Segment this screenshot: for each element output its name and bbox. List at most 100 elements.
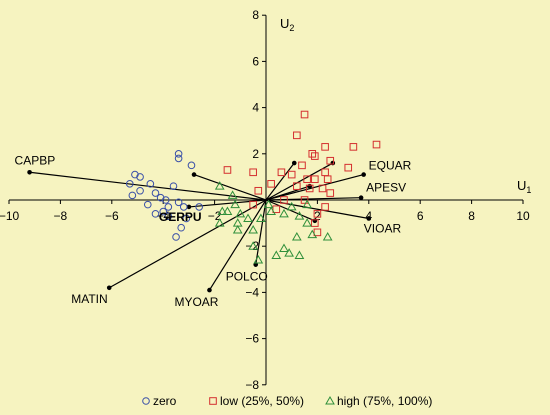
legend-marker-square <box>209 397 217 405</box>
low-point <box>372 140 381 149</box>
low-point <box>313 228 322 237</box>
high-point <box>217 206 228 216</box>
low-point <box>298 161 306 170</box>
zero-point <box>164 203 173 211</box>
high-point <box>248 225 259 234</box>
low-point <box>300 196 309 204</box>
low-point <box>321 168 329 177</box>
low-point <box>280 196 288 204</box>
zero-point <box>136 186 144 195</box>
y-tick-label: −4 <box>245 285 259 299</box>
y-tick-label: −8 <box>245 378 259 392</box>
loading-vector-tip <box>191 172 197 177</box>
x-tick-label: 8 <box>468 209 475 223</box>
high-point <box>255 213 266 222</box>
high-point <box>232 225 243 234</box>
low-point <box>318 184 327 193</box>
vector-label: MYOAR <box>174 295 218 309</box>
loading-vector-line <box>193 174 267 201</box>
data-points <box>125 110 381 264</box>
high-point <box>271 250 282 259</box>
high-point <box>232 218 243 227</box>
high-point <box>294 250 305 259</box>
low-point <box>311 152 319 160</box>
high-point <box>302 199 312 209</box>
zero-point <box>161 196 170 204</box>
high-point <box>279 208 289 218</box>
high-point <box>294 211 305 220</box>
zero-point <box>131 170 139 179</box>
legend-label: zero <box>153 394 177 408</box>
legend: zero low (25%, 50%) high (75%, 100%) <box>142 394 432 408</box>
zero-point <box>182 214 191 223</box>
low-point <box>254 186 263 195</box>
x-tick-label: 2 <box>314 209 321 223</box>
low-point <box>293 182 301 190</box>
low-point <box>313 210 322 218</box>
high-point <box>248 241 259 250</box>
low-point <box>300 110 309 119</box>
high-point <box>302 218 312 227</box>
loading-vectors <box>27 160 372 293</box>
low-point <box>223 166 232 174</box>
y-tick-label: −6 <box>245 332 259 346</box>
y-axis-title: U2 <box>280 16 294 33</box>
zero-point <box>174 198 183 207</box>
loading-vector-line <box>265 185 310 201</box>
low-point <box>311 219 319 227</box>
low-point <box>311 175 319 184</box>
legend-label: high (75%, 100%) <box>337 394 432 408</box>
zero-point <box>177 223 185 232</box>
low-point <box>305 184 314 193</box>
zero-point <box>151 210 160 218</box>
vector-label: GERPU <box>159 210 202 224</box>
low-point <box>323 175 332 184</box>
high-point <box>222 206 233 216</box>
x-tick-label: 10 <box>516 209 530 223</box>
high-point <box>322 231 333 241</box>
zero-point <box>136 173 144 181</box>
loading-vector-tip <box>106 285 112 291</box>
high-point <box>230 199 241 209</box>
high-point <box>307 229 318 239</box>
low-point <box>249 200 257 209</box>
zero-point <box>146 180 155 188</box>
loading-vector-tip <box>207 287 212 293</box>
low-point <box>249 168 257 177</box>
loading-vector-line <box>208 199 267 291</box>
loading-vector-tip <box>27 169 32 175</box>
zero-point <box>159 207 167 216</box>
loading-vector-tip <box>291 160 297 166</box>
x-tick-label: 4 <box>365 209 372 223</box>
high-point <box>279 243 289 253</box>
high-point <box>284 248 294 257</box>
zero-point <box>128 191 137 200</box>
x-tick-label: −6 <box>105 209 119 223</box>
vector-label: POLCO <box>226 270 268 284</box>
low-point <box>326 156 335 165</box>
loading-vector-tip <box>307 183 312 189</box>
vector-labels: CAPBP MATIN MYOAR POLCO GERPU EQUAR APESV VIOAR <box>15 153 412 309</box>
loading-vector-line <box>108 199 267 289</box>
x-tick-label: −8 <box>54 209 68 223</box>
vector-label: VIOAR <box>364 221 402 235</box>
zero-point <box>125 180 134 188</box>
loading-vector-tip <box>330 160 336 166</box>
high-point <box>266 206 277 216</box>
low-point <box>293 131 301 140</box>
low-point <box>326 189 335 197</box>
low-point <box>321 143 329 151</box>
y-tick-label: 6 <box>252 54 259 68</box>
y-tick-label: 4 <box>252 101 259 115</box>
loading-vector-tip <box>358 195 364 200</box>
zero-point <box>151 189 160 197</box>
low-point <box>287 170 296 179</box>
zero-point <box>156 193 165 202</box>
vector-label: CAPBP <box>15 153 56 167</box>
vector-label: APESV <box>366 181 406 195</box>
high-point <box>291 231 302 241</box>
loading-vector-line <box>255 199 267 265</box>
high-point <box>286 201 297 211</box>
legend-marker-triangle <box>325 395 335 405</box>
x-tick-label: −2 <box>208 209 222 223</box>
